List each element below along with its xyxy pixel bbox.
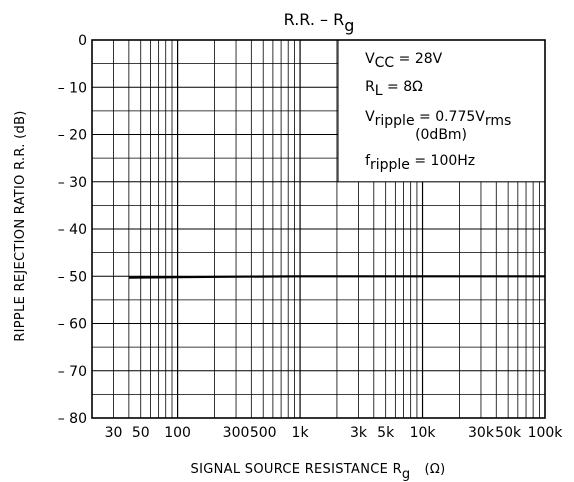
y-tick-label: – 80 — [58, 411, 87, 427]
x-tick-label: 30k — [468, 425, 495, 441]
x-axis-label: SIGNAL SOURCE RESISTANCE Rg (Ω) — [191, 462, 446, 482]
annotation-line: RL = 8Ω — [365, 79, 423, 99]
x-tick-label: 100 — [164, 425, 191, 441]
x-tick-label: 50k — [495, 425, 522, 441]
x-tick-label: 500 — [250, 425, 277, 441]
x-axis-label-sub: g — [402, 467, 411, 482]
y-tick-label: – 20 — [58, 128, 87, 144]
chart-title-main: R.R. – R — [284, 10, 345, 29]
annotation-box-background — [337, 39, 546, 183]
x-tick-label: 10k — [410, 425, 437, 441]
plot-frame — [91, 39, 546, 419]
x-tick-label: 30 — [105, 425, 123, 441]
x-axis-label-main: SIGNAL SOURCE RESISTANCE R — [191, 462, 402, 477]
annotation-line: VCC = 28V — [365, 51, 443, 71]
x-tick-label: 3k — [350, 425, 368, 441]
y-tick-label: – 60 — [58, 317, 87, 333]
x-tick-label: 300 — [223, 425, 250, 441]
series-layer — [128, 275, 545, 279]
y-tick-label: – 10 — [58, 80, 87, 96]
x-tick-label: 1k — [292, 425, 310, 441]
x-axis-label-unit: (Ω) — [424, 462, 445, 477]
y-tick-label: – 50 — [58, 269, 87, 285]
annotation-box: VCC = 28V RL = 8Ω Vripple = 0.775Vrms(0dBm… — [337, 39, 546, 183]
y-axis-label: RIPPLE REJECTION RATIO R.R. (dB) — [13, 110, 28, 341]
x-tick-label: 100k — [528, 425, 564, 441]
annotation-line: Vripple = 0.775Vrms — [365, 109, 511, 129]
chart-title: R.R. – Rg — [284, 10, 355, 35]
annotation-line: (0dBm) — [415, 127, 467, 143]
y-tick-label: – 70 — [58, 364, 87, 380]
x-tick-label: 5k — [377, 425, 395, 441]
y-tick-label: – 30 — [58, 175, 87, 191]
annotation-line: fripple = 100Hz — [365, 153, 475, 173]
x-tick-label: 50 — [132, 425, 150, 441]
y-tick-label: – 40 — [58, 222, 87, 238]
series-line — [128, 275, 545, 279]
axis-layer: 30 50 100 300 500 1k 3k 5k 10k 30k 50k 100k 0 – 10 – 2… — [58, 33, 564, 441]
chart-title-sub: g — [344, 16, 354, 35]
y-tick-label: 0 — [78, 33, 87, 49]
